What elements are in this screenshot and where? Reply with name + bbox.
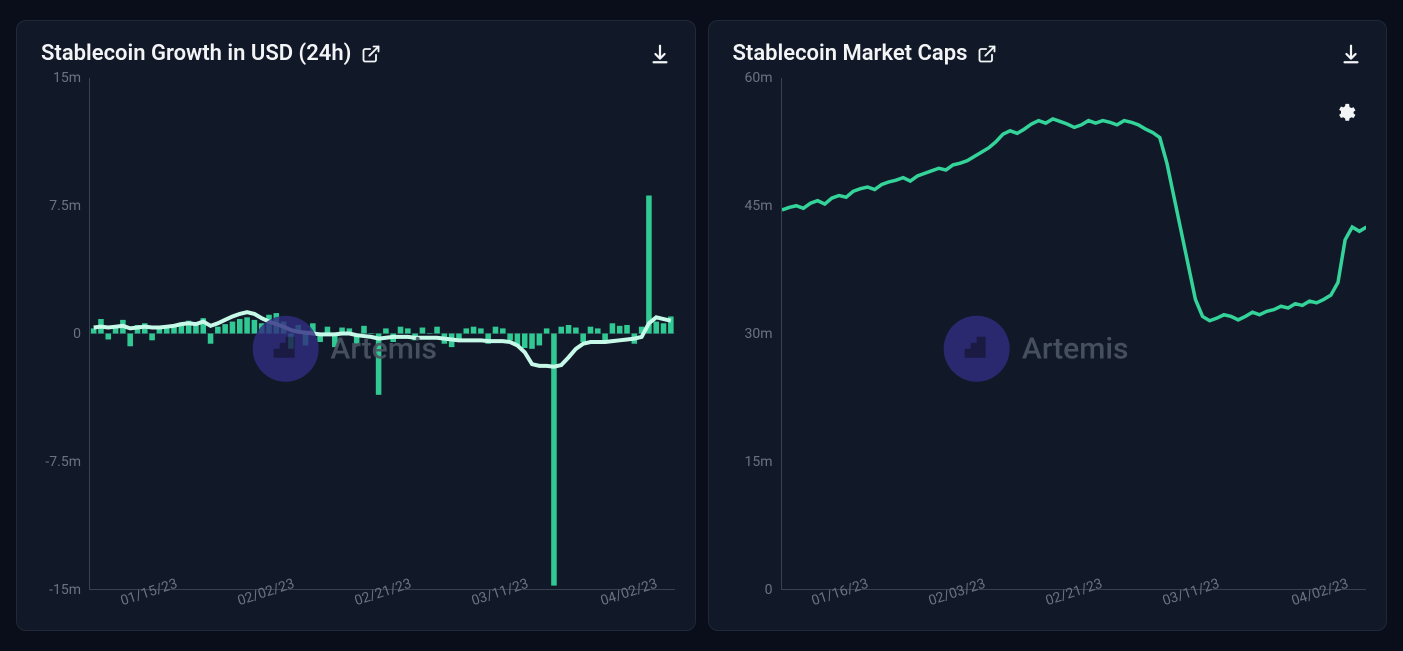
growth-card: Stablecoin Growth in USD (24h) Artemis -… bbox=[16, 20, 696, 631]
external-link-icon[interactable] bbox=[977, 44, 997, 64]
title-wrap: Stablecoin Market Caps bbox=[733, 41, 998, 66]
external-link-icon[interactable] bbox=[361, 44, 381, 64]
chart-area-marketcap: Artemis 015m30m45m60m 01/16/2302/03/2302… bbox=[709, 78, 1387, 630]
y-tick-label: 30m bbox=[744, 326, 772, 342]
y-tick-label: 7.5m bbox=[49, 198, 81, 214]
chart-title: Stablecoin Market Caps bbox=[733, 41, 968, 66]
chart-area-growth: Artemis -15m-7.5m07.5m15m 01/15/2302/02/… bbox=[17, 78, 695, 630]
plot-area bbox=[89, 78, 675, 590]
gear-icon[interactable] bbox=[1334, 102, 1356, 124]
y-tick-label: 15m bbox=[53, 70, 81, 86]
x-axis: 01/15/2302/02/2302/21/2303/11/2304/02/23 bbox=[89, 590, 675, 630]
y-tick-label: -7.5m bbox=[45, 454, 81, 470]
download-icon[interactable] bbox=[1340, 43, 1362, 65]
y-tick-label: 0 bbox=[73, 326, 81, 342]
chart-title: Stablecoin Growth in USD (24h) bbox=[41, 41, 351, 66]
y-tick-label: -15m bbox=[49, 582, 81, 598]
plot-area bbox=[781, 78, 1367, 590]
y-tick-label: 15m bbox=[744, 454, 772, 470]
y-tick-label: 45m bbox=[744, 198, 772, 214]
y-tick-label: 0 bbox=[765, 582, 773, 598]
y-axis: 015m30m45m60m bbox=[709, 78, 781, 590]
title-wrap: Stablecoin Growth in USD (24h) bbox=[41, 41, 381, 66]
y-tick-label: 60m bbox=[744, 70, 772, 86]
y-axis: -15m-7.5m07.5m15m bbox=[17, 78, 89, 590]
card-header: Stablecoin Market Caps bbox=[709, 21, 1387, 78]
x-axis: 01/16/2302/03/2302/21/2303/11/2304/02/23 bbox=[781, 590, 1367, 630]
download-icon[interactable] bbox=[649, 43, 671, 65]
marketcap-card: Stablecoin Market Caps Artemis 015m30m45… bbox=[708, 20, 1388, 631]
card-header: Stablecoin Growth in USD (24h) bbox=[17, 21, 695, 78]
